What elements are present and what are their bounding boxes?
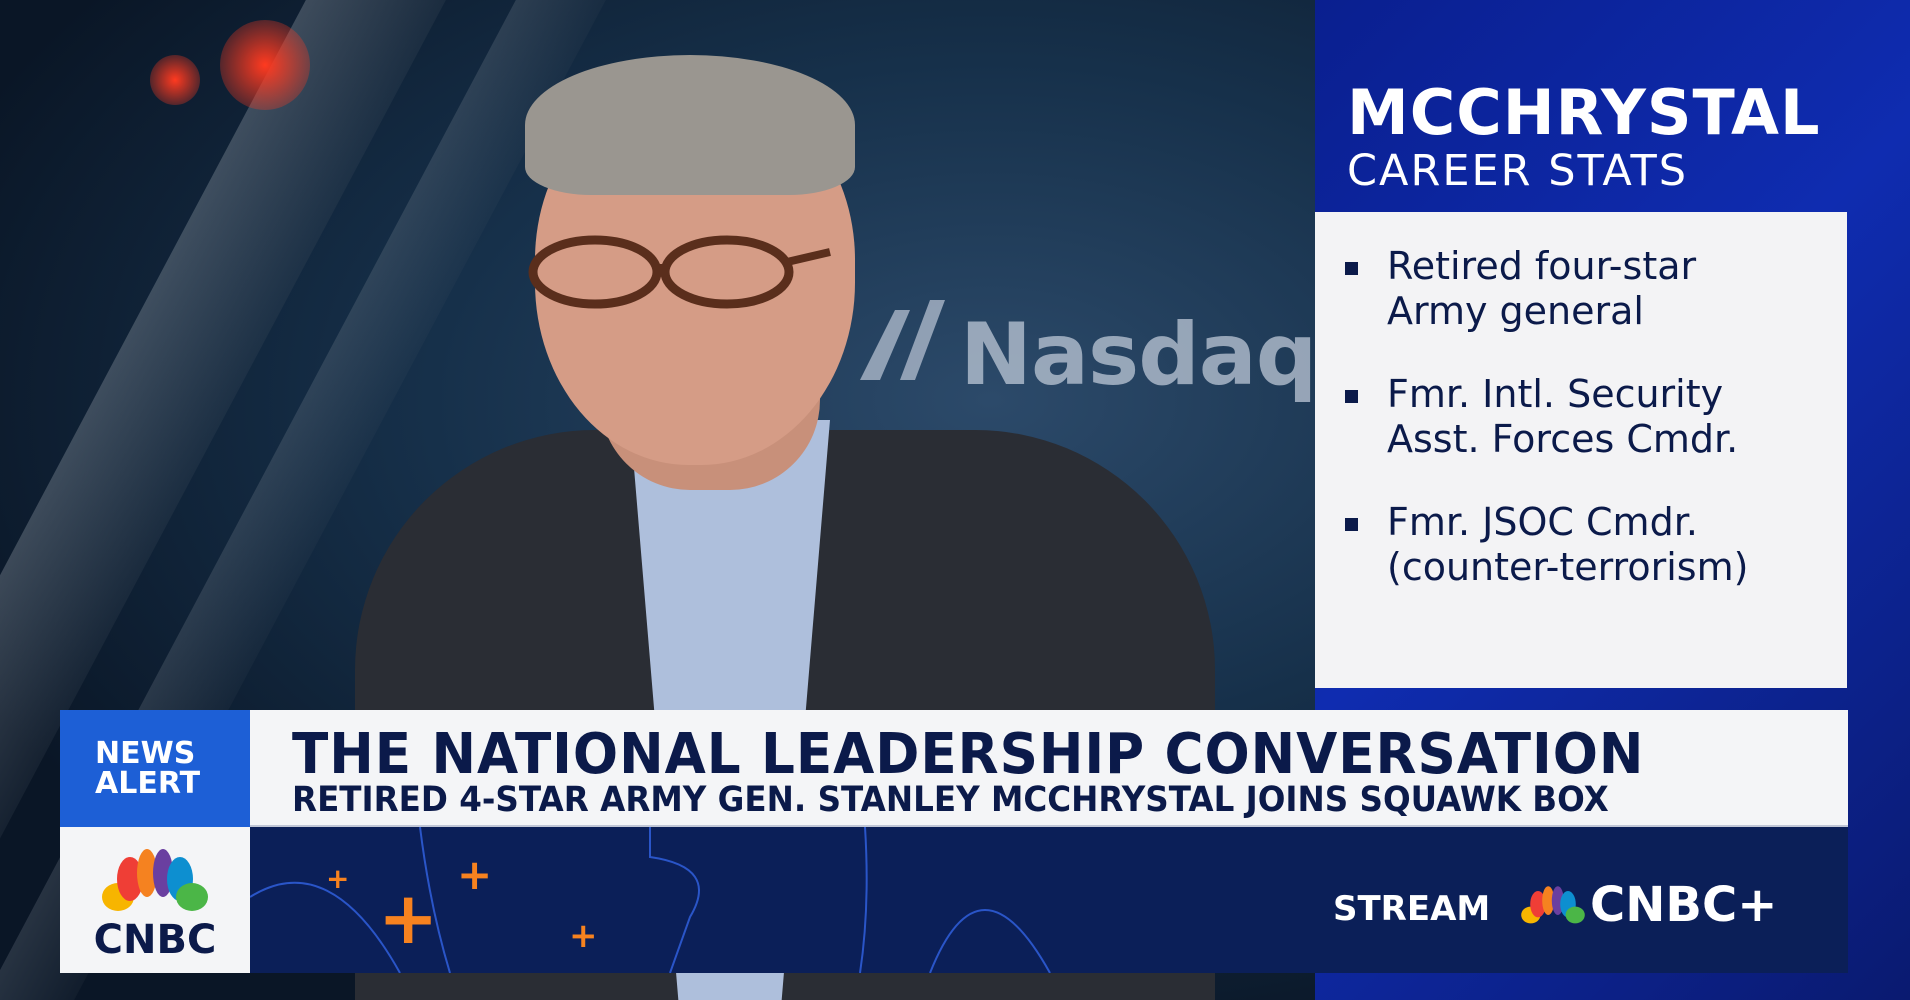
background-red-light (150, 55, 200, 105)
stat-line: Fmr. Intl. Security (1387, 372, 1724, 416)
panel-subtitle: CAREER STATS (1347, 146, 1689, 196)
stream-label: STREAM (1333, 889, 1491, 929)
cnbc-plus-logo: CNBC+ (1590, 877, 1778, 933)
badge-line: NEWS (95, 735, 196, 771)
cnbc-logo-text: CNBC (93, 917, 217, 963)
badge-line: ALERT (95, 765, 201, 801)
bullet-icon (1345, 518, 1358, 531)
nasdaq-logo-icon (860, 300, 945, 380)
glasses-icon (528, 235, 831, 309)
subheadline: RETIRED 4-STAR ARMY GEN. STANLEY MCCHRYS… (292, 780, 1609, 820)
plus-icon: + (326, 862, 350, 895)
stat-item: Fmr. JSOC Cmdr. (counter-terrorism) (1345, 500, 1748, 590)
panel-title: MCCHRYSTAL (1347, 76, 1821, 149)
stat-line: Retired four-star (1387, 244, 1697, 288)
bullet-icon (1345, 262, 1358, 275)
stat-item: Retired four-star Army general (1345, 244, 1696, 334)
plus-icon: + (378, 876, 439, 960)
nasdaq-signage: Nasdaq (960, 305, 1317, 405)
peacock-icon (1521, 886, 1585, 924)
background-red-light (220, 20, 310, 110)
peacock-icon (102, 849, 208, 911)
career-stats-list: Retired four-star Army general Fmr. Intl.… (1315, 212, 1847, 688)
headline: THE NATIONAL LEADERSHIP CONVERSATION (292, 722, 1645, 787)
stat-line: Asst. Forces Cmdr. (1387, 417, 1739, 461)
network-logo: CNBC (60, 827, 250, 973)
stat-line: (counter-terrorism) (1387, 545, 1749, 589)
decorative-lines (250, 827, 1051, 973)
bullet-icon (1345, 390, 1358, 403)
news-alert-badge: NEWS ALERT (60, 710, 250, 827)
plus-icon: + (569, 916, 598, 956)
stat-item: Fmr. Intl. Security Asst. Forces Cmdr. (1345, 372, 1738, 462)
guest-hair (525, 55, 855, 195)
plus-icon: + (457, 850, 493, 899)
stat-line: Army general (1387, 289, 1644, 333)
stat-line: Fmr. JSOC Cmdr. (1387, 500, 1698, 544)
promo-bar: + + + + STREAM CNBC+ (250, 827, 1848, 973)
headline-bar: THE NATIONAL LEADERSHIP CONVERSATION RET… (250, 710, 1848, 827)
